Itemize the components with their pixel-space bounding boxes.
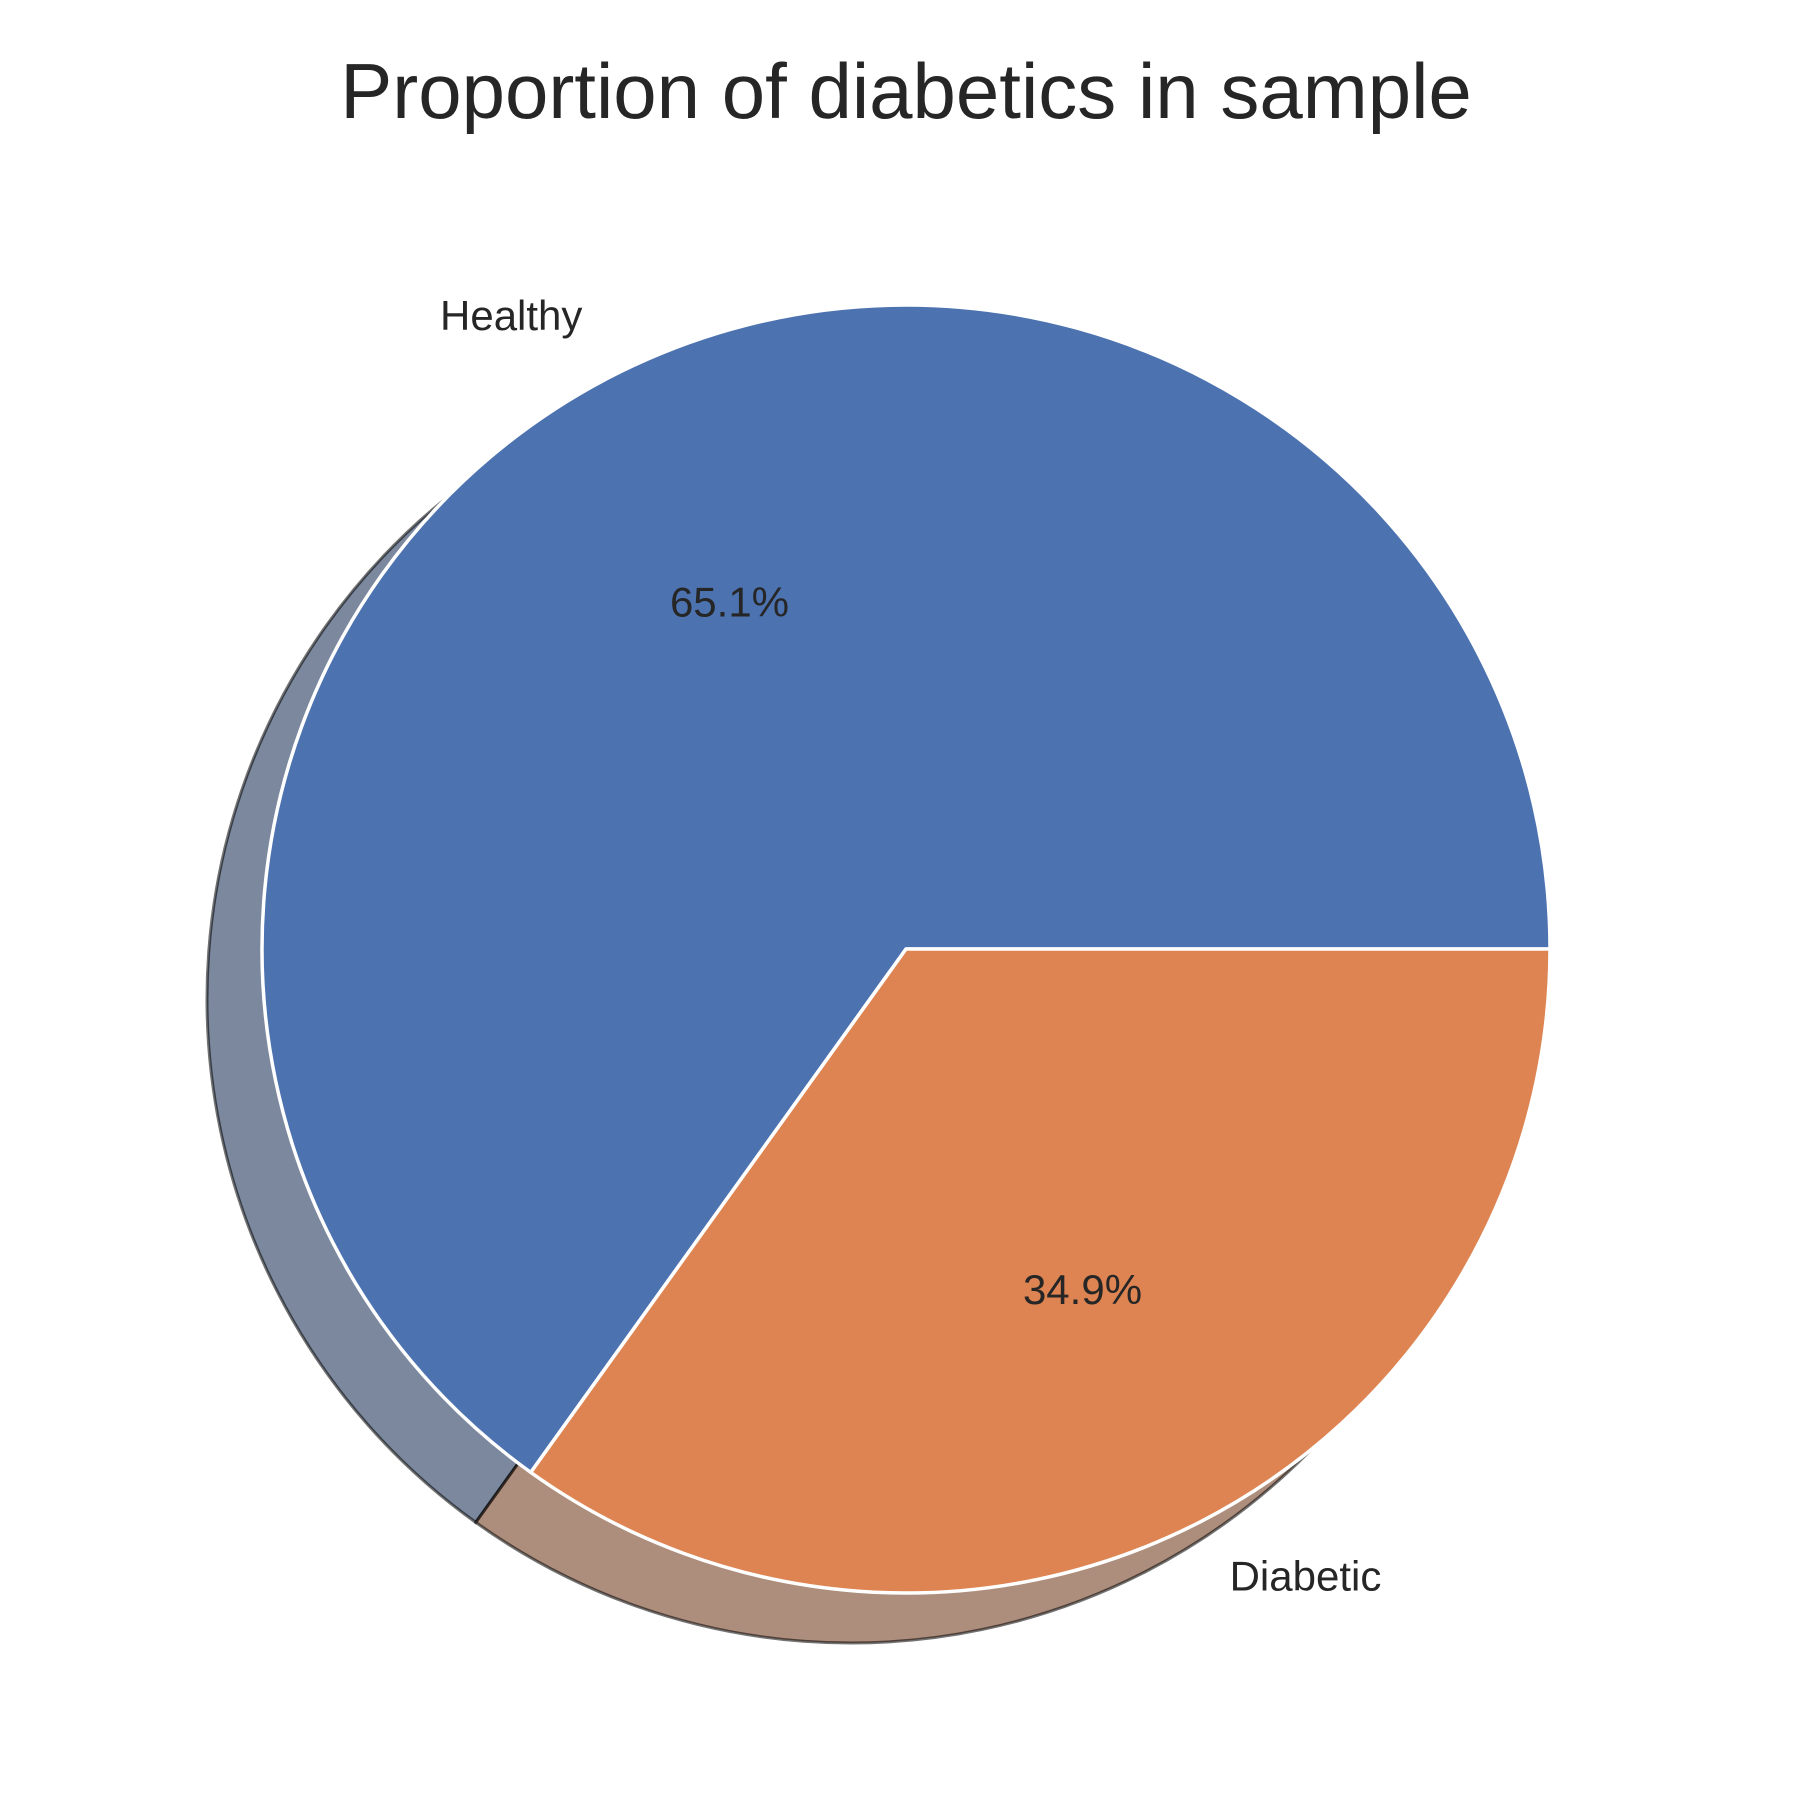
pie-wedge-layer <box>260 303 1552 1595</box>
pie-slice-healthy <box>260 303 1552 1475</box>
pie-label-layer: Healthy 65.1% Diabetic 34.9% <box>440 292 1381 1599</box>
slice-percent-diabetic: 34.9% <box>1023 1266 1142 1313</box>
pie-slice-diabetic <box>528 947 1552 1595</box>
slice-label-diabetic: Diabetic <box>1230 1552 1382 1599</box>
slice-label-healthy: Healthy <box>440 292 582 339</box>
slice-percent-healthy: 65.1% <box>670 578 789 625</box>
chart-title: Proportion of diabetics in sample <box>340 47 1472 135</box>
